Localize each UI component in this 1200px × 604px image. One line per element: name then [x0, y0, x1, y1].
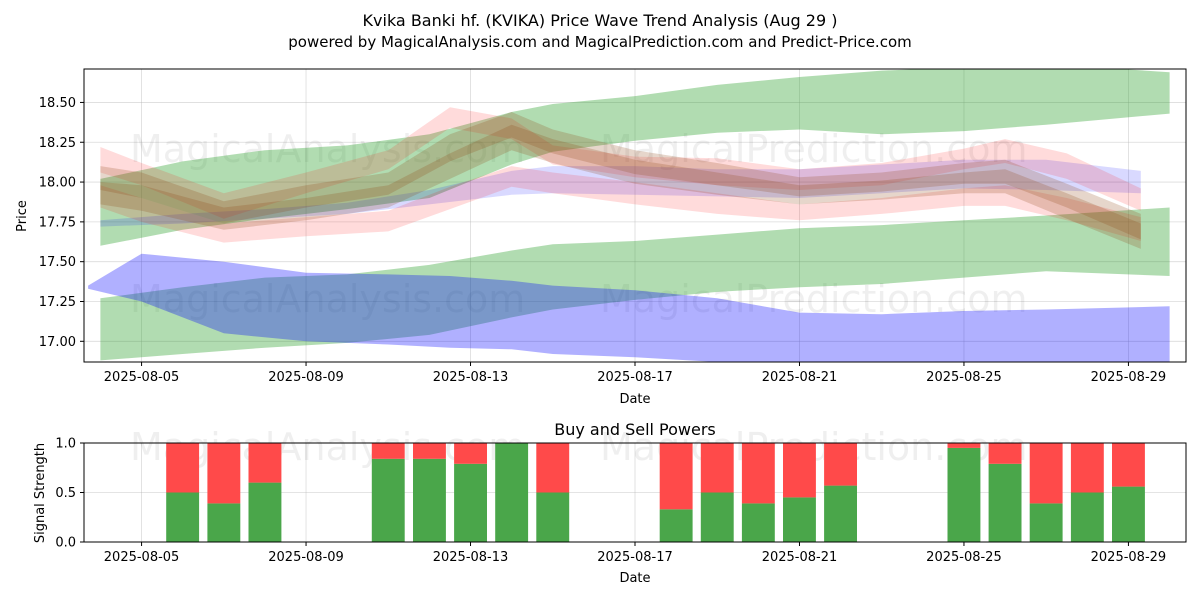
- bottom-y-axis-label: Signal Strength: [33, 443, 48, 543]
- chart-title: Kvika Banki hf. (KVIKA) Price Wave Trend…: [363, 11, 838, 30]
- watermark-prediction-mid: MagicalPrediction.com: [600, 277, 1028, 321]
- bottom-y-tick-label: 1.0: [55, 437, 76, 452]
- band-brown-upper: [100, 112, 1141, 240]
- sell-bar: [659, 443, 693, 510]
- buy-bar: [1070, 492, 1104, 542]
- top-y-axis-label: Price: [15, 200, 30, 232]
- bottom-y-tick-label: 0.0: [55, 536, 76, 551]
- top-plot-background: [84, 69, 1186, 362]
- top-y-tick-label: 17.75: [39, 215, 76, 230]
- bottom-x-tick-label: 2025-08-09: [268, 550, 344, 565]
- chart-subtitle: powered by MagicalAnalysis.com and Magic…: [288, 33, 912, 51]
- buy-bar: [536, 492, 570, 542]
- top-x-tick-label: 2025-08-09: [268, 370, 344, 385]
- band-green-upper: [100, 69, 1170, 246]
- top-y-tick-label: 17.50: [39, 255, 76, 270]
- top-y-tick-label: 17.00: [39, 335, 76, 350]
- bottom-x-tick-label: 2025-08-25: [926, 550, 1002, 565]
- top-x-tick-label: 2025-08-13: [433, 370, 509, 385]
- bottom-x-tick-label: 2025-08-17: [597, 550, 673, 565]
- buy-bar: [371, 458, 405, 542]
- watermark-analysis-top: MagicalAnalysis.com: [130, 127, 525, 171]
- top-x-tick-label: 2025-08-21: [762, 370, 838, 385]
- buy-bar: [783, 497, 816, 542]
- bottom-x-tick-label: 2025-08-21: [762, 550, 838, 565]
- buy-bar: [1112, 486, 1145, 542]
- price-bands: [88, 69, 1170, 362]
- buy-bar: [207, 503, 241, 542]
- buy-bar: [741, 503, 775, 542]
- sell-bar: [536, 443, 570, 493]
- buy-bar: [454, 463, 487, 542]
- sell-bar: [947, 443, 981, 448]
- sell-bar: [248, 443, 282, 483]
- band-brown-lower: [100, 124, 1141, 249]
- sell-bar: [207, 443, 241, 504]
- sell-bar: [166, 443, 200, 493]
- top-gridlines: [84, 69, 1186, 362]
- bottom-y-axis: 0.0 0.5 1.0: [55, 437, 84, 551]
- buy-bar: [166, 492, 200, 542]
- sell-bar: [783, 443, 816, 498]
- band-green-lower: [100, 207, 1170, 361]
- buy-bar: [700, 492, 734, 542]
- bottom-x-tick-label: 2025-08-13: [433, 550, 509, 565]
- buy-bar: [1029, 503, 1063, 542]
- watermark-prediction-top: MagicalPrediction.com: [600, 127, 1028, 171]
- buy-bar: [988, 463, 1022, 542]
- top-y-tick-label: 18.50: [39, 96, 76, 111]
- bottom-x-axis: 2025-08-05 2025-08-09 2025-08-13 2025-08-17…: [104, 542, 1166, 565]
- bottom-chart-title: Buy and Sell Powers: [554, 420, 716, 439]
- sell-bar: [371, 443, 405, 459]
- top-y-tick-label: 18.00: [39, 176, 76, 191]
- sell-bar: [1070, 443, 1104, 493]
- top-x-tick-label: 2025-08-17: [597, 370, 673, 385]
- top-watermarks: MagicalAnalysis.com MagicalPrediction.co…: [130, 127, 1028, 321]
- band-blue-lower: [88, 253, 1170, 362]
- buy-bar: [413, 458, 446, 542]
- bottom-y-tick-label: 0.5: [55, 486, 76, 501]
- sell-bar: [988, 443, 1022, 464]
- bottom-x-tick-label: 2025-08-05: [104, 550, 180, 565]
- top-y-tick-label: 18.25: [39, 136, 76, 151]
- buy-bar: [947, 447, 981, 542]
- bottom-x-axis-label: Date: [619, 571, 650, 586]
- band-red-upper: [100, 107, 1141, 219]
- sell-bar: [824, 443, 857, 486]
- band-blue-upper: [100, 159, 1141, 227]
- buy-bar: [495, 443, 529, 542]
- price-wave-plot: MagicalAnalysis.com MagicalPrediction.co…: [15, 68, 1187, 407]
- top-x-tick-label: 2025-08-05: [104, 370, 180, 385]
- buy-sell-plot: MagicalAnalysis.com MagicalPrediction.co…: [33, 425, 1187, 586]
- top-x-tick-label: 2025-08-25: [926, 370, 1002, 385]
- top-y-tick-label: 17.25: [39, 295, 76, 310]
- sell-bar: [454, 443, 487, 464]
- top-x-tick-label: 2025-08-29: [1091, 370, 1167, 385]
- sell-bar: [700, 443, 734, 493]
- sell-bar: [741, 443, 775, 504]
- buy-bar: [824, 485, 857, 542]
- watermark-analysis-mid: MagicalAnalysis.com: [130, 277, 525, 321]
- top-x-axis: 2025-08-05 2025-08-09 2025-08-13 2025-08-17…: [104, 362, 1166, 385]
- buy-sell-bars: [166, 443, 1145, 542]
- top-x-axis-label: Date: [619, 392, 650, 407]
- bottom-x-tick-label: 2025-08-29: [1091, 550, 1167, 565]
- top-y-axis: 17.00 17.25 17.50 17.75 18.00 18.25 18.50: [39, 96, 84, 350]
- sell-bar: [1112, 443, 1145, 487]
- band-red-lower: [100, 166, 1141, 243]
- sell-bar: [1029, 443, 1063, 504]
- buy-bar: [659, 509, 693, 542]
- sell-bar: [413, 443, 446, 459]
- buy-bar: [248, 482, 282, 542]
